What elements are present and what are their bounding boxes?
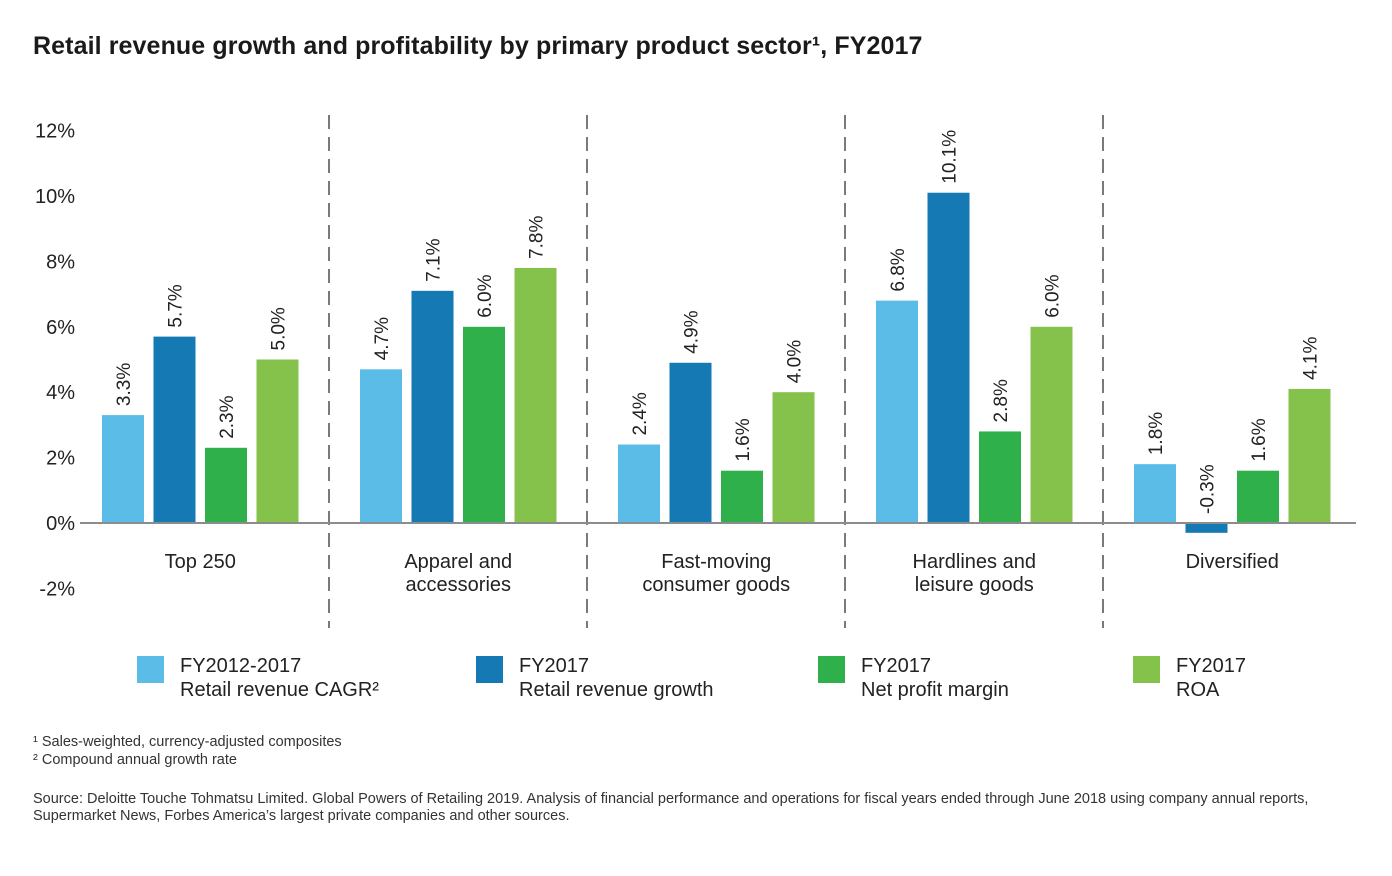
data-label: 1.6%	[1249, 418, 1270, 461]
bar	[205, 447, 247, 523]
legend-label-line1: FY2012-2017	[180, 655, 302, 677]
legend-label-line2: Retail revenue CAGR²	[180, 679, 379, 701]
legend-label-line1: FY2017	[519, 655, 590, 677]
data-label: 7.8%	[527, 216, 548, 259]
legend-item-roa: FY2017 ROA	[1133, 654, 1246, 702]
chart-title: Retail revenue growth and profitability …	[33, 32, 923, 60]
bar	[463, 326, 505, 523]
bar	[102, 415, 144, 523]
footnote-2: ² Compound annual growth rate	[33, 752, 237, 768]
category-label: Apparel and	[404, 551, 512, 573]
legend-label-line1: FY2017	[861, 655, 932, 677]
category-label: consumer goods	[642, 574, 790, 596]
y-tick-label: 0%	[46, 513, 75, 535]
data-label: 4.7%	[372, 317, 393, 360]
legend-swatch-cagr	[137, 656, 164, 683]
category-label: Fast-moving	[661, 551, 771, 573]
y-tick-label: 12%	[35, 121, 75, 143]
bar	[927, 192, 970, 524]
data-label: 6.0%	[1043, 274, 1064, 317]
legend-swatch-roa	[1133, 656, 1160, 683]
y-tick-label: -2%	[39, 578, 75, 600]
data-label: 5.0%	[269, 307, 290, 350]
bar	[618, 444, 660, 523]
source-note: Source: Deloitte Touche Tohmatsu Limited…	[33, 791, 1309, 824]
data-label: 4.1%	[1301, 337, 1322, 380]
footnote-1: ¹ Sales-weighted, currency-adjusted comp…	[33, 734, 342, 750]
bar	[1237, 470, 1279, 523]
data-label: 2.3%	[217, 395, 238, 438]
data-label: 7.1%	[424, 238, 445, 281]
category-label: Hardlines and	[913, 551, 1036, 573]
legend-label-line1: FY2017	[1176, 655, 1247, 677]
legend-label-line2: Net profit margin	[861, 679, 1009, 701]
bar	[360, 369, 402, 523]
y-tick-label: 8%	[46, 251, 75, 273]
data-label: 2.8%	[991, 379, 1012, 422]
data-label: -0.3%	[1198, 464, 1219, 514]
data-label: 6.0%	[475, 274, 496, 317]
legend-swatch-revenue-growth	[476, 656, 503, 683]
bar	[256, 359, 299, 523]
legend-item-cagr: FY2012-2017 Retail revenue CAGR²	[137, 654, 379, 702]
bar	[153, 336, 196, 523]
bar	[1030, 326, 1073, 523]
data-label: 5.7%	[166, 284, 187, 327]
data-label: 3.3%	[114, 363, 135, 406]
y-tick-label: 4%	[46, 382, 75, 404]
legend-item-net-profit-margin: FY2017 Net profit margin	[818, 654, 1009, 702]
data-label: 6.8%	[888, 248, 909, 291]
bar	[514, 267, 557, 523]
bar	[1185, 523, 1228, 533]
legend-item-revenue-growth: FY2017 Retail revenue growth	[476, 654, 714, 702]
bar	[876, 300, 918, 523]
category-label: Diversified	[1186, 551, 1279, 573]
legend-swatch-net-profit-margin	[818, 656, 845, 683]
data-label: 2.4%	[630, 392, 651, 435]
y-tick-label: 2%	[46, 448, 75, 470]
category-label: leisure goods	[915, 574, 1034, 596]
chart-plot: 12% 10% 8% 6% 4% 2% 0% -2% 3.3% 4.7% 2.4% 6.8% 1.8% 5…	[35, 115, 1356, 628]
bar	[1288, 388, 1331, 523]
data-label: 1.8%	[1146, 412, 1167, 455]
data-label: 1.6%	[733, 418, 754, 461]
data-label: 4.0%	[785, 340, 806, 383]
y-tick-label: 6%	[46, 317, 75, 339]
bar	[1134, 464, 1176, 523]
bar	[411, 290, 454, 523]
category-label: Top 250	[165, 551, 236, 573]
legend-label-line2: ROA	[1176, 679, 1220, 701]
data-label: 4.9%	[682, 310, 703, 353]
legend-label-line2: Retail revenue growth	[519, 679, 714, 701]
bar	[772, 392, 815, 523]
bar	[669, 362, 712, 523]
y-tick-label: 10%	[35, 186, 75, 208]
category-label: accessories	[405, 574, 511, 596]
bar	[979, 431, 1021, 523]
data-label: 10.1%	[940, 130, 961, 184]
bar	[721, 470, 763, 523]
